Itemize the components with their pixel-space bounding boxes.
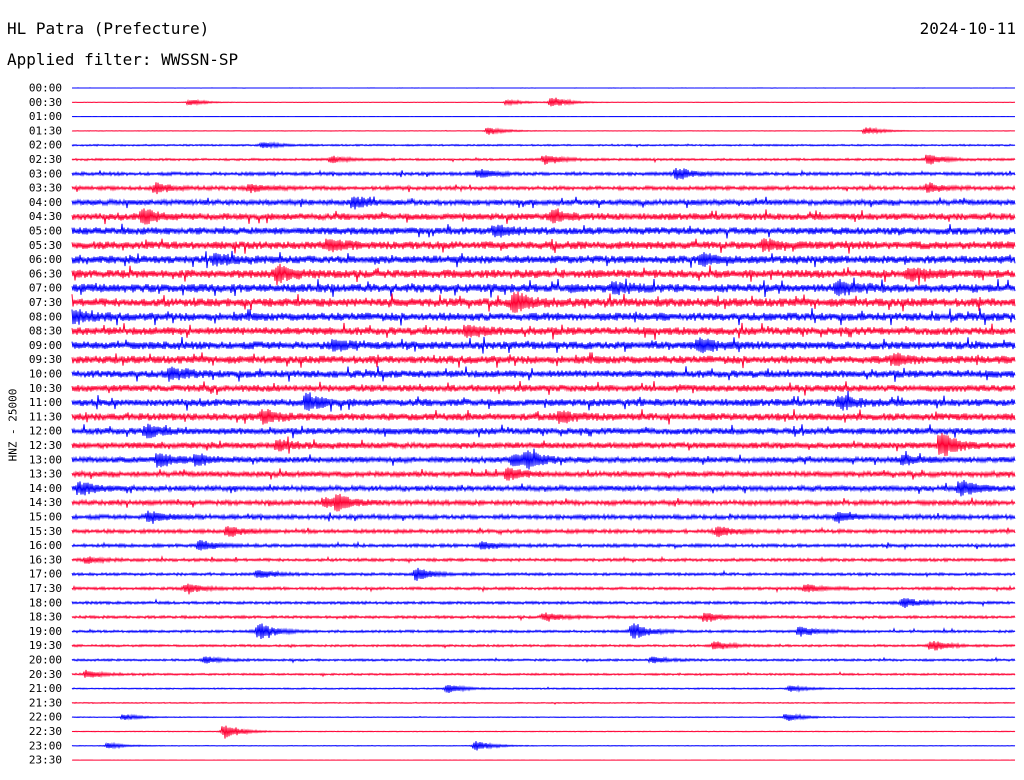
trace-line [71,583,1016,595]
time-label: 04:30 [29,210,62,223]
trace-line [71,669,1016,679]
trace-line [71,291,1016,313]
time-label: 15:30 [29,525,62,538]
trace-line [71,208,1016,225]
trace-line [71,433,1016,457]
time-label: 19:00 [29,625,62,638]
trace-line [71,390,1016,412]
trace-line [71,126,1016,135]
trace-line [71,322,1016,340]
time-label: 14:30 [29,496,62,509]
trace-line [71,380,1016,396]
time-label: 19:30 [29,639,62,652]
time-label: 12:30 [29,439,62,452]
time-label: 07:00 [29,282,62,295]
trace-line [71,336,1016,354]
time-label: 09:00 [29,339,62,352]
trace-line [71,277,1016,298]
trace-line [71,263,1016,286]
time-label: 01:30 [29,124,62,137]
trace-line [71,540,1016,551]
trace-line [71,480,1016,497]
trace-line [71,448,1016,470]
trace-line [71,97,1016,107]
time-label: 02:00 [29,139,62,152]
time-label: 20:30 [29,668,62,681]
trace-line [71,656,1016,664]
time-label: 06:30 [29,267,62,280]
time-label: 14:00 [29,482,62,495]
filter-label: Applied filter: WWSSN-SP [7,50,239,69]
trace-line [71,366,1016,382]
time-label: 00:00 [29,82,62,95]
trace-line [71,409,1016,425]
time-label: 18:00 [29,596,62,609]
time-label: 15:00 [29,511,62,524]
time-label: 21:00 [29,682,62,695]
time-label: 18:30 [29,611,62,624]
trace-line [71,555,1016,565]
trace-line [71,250,1016,269]
time-label: 22:30 [29,725,62,738]
time-label: 05:30 [29,239,62,252]
station-title: HL Patra (Prefecture) [7,19,210,38]
trace-line [71,623,1016,639]
time-label: 17:00 [29,568,62,581]
time-label: 08:00 [29,310,62,323]
time-label: 23:30 [29,754,62,767]
time-label: 06:00 [29,253,62,266]
time-label: 21:30 [29,696,62,709]
time-label: 10:30 [29,382,62,395]
time-label: 10:00 [29,368,62,381]
time-label: 20:00 [29,654,62,667]
time-label: 07:30 [29,296,62,309]
time-label: 22:00 [29,711,62,724]
time-label: 13:30 [29,468,62,481]
trace-line [71,154,1016,165]
trace-line [71,467,1016,481]
time-label: 09:30 [29,353,62,366]
time-label: 13:00 [29,453,62,466]
trace-line [71,598,1016,609]
trace-line [71,196,1016,210]
time-label: 00:30 [29,96,62,109]
trace-line [71,308,1016,326]
time-label: 08:30 [29,325,62,338]
trace-line [71,725,1016,739]
trace-line [71,510,1016,524]
trace-line [71,612,1016,622]
trace-line [71,493,1016,512]
trace-line [71,641,1016,651]
time-label: 11:00 [29,396,62,409]
time-label: 02:30 [29,153,62,166]
time-label: 16:00 [29,539,62,552]
trace-line [71,526,1016,538]
seismic-traces [71,87,1016,761]
time-label: 01:00 [29,110,62,123]
trace-line [71,352,1016,369]
time-label: 11:30 [29,410,62,423]
trace-line [71,167,1016,180]
trace-line [71,741,1016,751]
trace-line [71,701,1016,705]
time-label: 17:30 [29,582,62,595]
record-date: 2024-10-11 [919,19,1016,38]
trace-line [71,684,1016,693]
trace-line [71,182,1016,195]
time-label: 04:00 [29,196,62,209]
trace-line [71,223,1016,239]
time-label: 12:00 [29,425,62,438]
trace-line [71,567,1016,581]
time-label: 16:30 [29,553,62,566]
time-label: 03:30 [29,182,62,195]
time-label: 03:00 [29,167,62,180]
trace-line [71,141,1016,150]
trace-line [71,423,1016,439]
trace-line [71,238,1016,254]
time-label: 23:00 [29,739,62,752]
trace-line [71,713,1016,721]
time-label: 05:00 [29,225,62,238]
